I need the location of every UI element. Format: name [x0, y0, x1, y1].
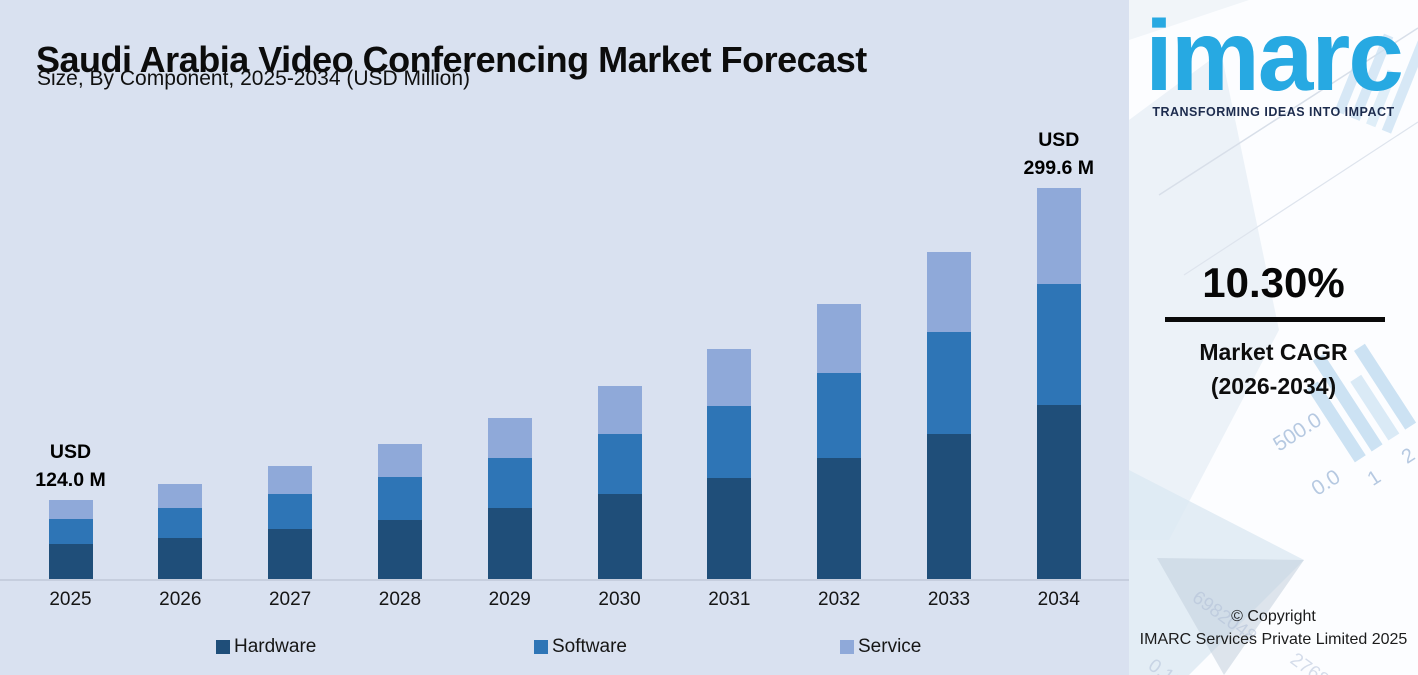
bar-segment-hardware-2032	[817, 457, 862, 580]
bar-2031	[707, 348, 752, 580]
x-axis-label-2029: 2029	[488, 589, 531, 610]
x-axis-label-2033: 2033	[927, 589, 971, 610]
bar-segment-software-2028	[377, 477, 422, 520]
legend-label-hardware: Hardware	[234, 636, 317, 657]
bar-segment-service-2031	[707, 348, 752, 407]
legend-swatch-service	[840, 640, 854, 654]
value-annotation-2025: USD 124.0 M	[35, 440, 106, 491]
watermark-number-3: 2768	[1286, 649, 1333, 675]
bar-segment-software-2034	[1036, 283, 1081, 406]
watermark-graphic: 500.0 0.0 1 2 3 4 6982048 0.134785714 27…	[1129, 0, 1418, 675]
bar-segment-service-2034	[1036, 188, 1081, 284]
x-axis-label-2025: 2025	[49, 589, 92, 610]
bar-2033	[926, 251, 971, 580]
x-axis-label-2031: 2031	[708, 589, 751, 610]
page-title: Saudi Arabia Video Conferencing Market F…	[36, 39, 867, 81]
legend-swatch-software	[534, 640, 548, 654]
copyright-line-1: © Copyright	[1231, 608, 1316, 625]
bar-segment-software-2031	[707, 406, 752, 478]
bar-2027	[268, 465, 313, 580]
x-axis-label-2026: 2026	[159, 589, 202, 610]
bar-segment-service-2032	[817, 304, 862, 373]
x-axis-label-2027: 2027	[268, 589, 312, 610]
bar-segment-hardware-2034	[1036, 405, 1081, 580]
bar-segment-hardware-2028	[377, 519, 422, 580]
x-axis-label-2034: 2034	[1037, 589, 1080, 610]
bar-2028	[377, 443, 422, 580]
x-axis-label-2030: 2030	[598, 589, 641, 610]
bar-segment-hardware-2033	[926, 433, 971, 580]
bar-segment-service-2029	[487, 417, 532, 458]
bar-segment-hardware-2030	[597, 494, 642, 580]
bar-segment-software-2030	[597, 434, 642, 495]
bar-2029	[487, 417, 532, 580]
cagr-divider	[1165, 317, 1385, 322]
cagr-value: 10.30%	[1202, 259, 1345, 306]
cagr-period: (2026-2034)	[1210, 373, 1337, 399]
x-axis-label-2032: 2032	[818, 589, 861, 610]
bar-segment-software-2029	[487, 457, 532, 508]
bar-2034	[1036, 188, 1081, 580]
imarc-logo-tagline: TRANSFORMING IDEAS INTO IMPACT	[1152, 105, 1395, 119]
bar-2026	[158, 484, 203, 580]
bar-segment-software-2032	[817, 372, 862, 458]
bar-segment-hardware-2026	[158, 537, 203, 580]
legend-label-service: Service	[858, 636, 922, 657]
cagr-label: Market CAGR	[1199, 339, 1348, 365]
bar-segment-hardware-2029	[487, 507, 532, 580]
bar-segment-software-2025	[48, 519, 93, 545]
bar-segment-hardware-2031	[707, 477, 752, 580]
copyright-notice: © Copyright IMARC Services Private Limit…	[1129, 605, 1418, 651]
x-axis-line	[0, 579, 1129, 581]
bar-segment-service-2026	[158, 484, 203, 508]
legend-item-hardware: Hardware	[216, 636, 317, 657]
bar-segment-hardware-2027	[268, 529, 313, 580]
imarc-logo-wordmark: imarc	[1145, 0, 1404, 112]
legend-item-software: Software	[534, 636, 627, 657]
legend-item-service: Service	[840, 636, 922, 657]
watermark-axis-max: 500.0	[1269, 408, 1326, 456]
bar-2025	[48, 499, 93, 580]
legend-swatch-hardware	[216, 640, 230, 654]
brand-panel: 500.0 0.0 1 2 3 4 6982048 0.134785714 27…	[1129, 0, 1418, 675]
bar-segment-service-2030	[597, 386, 642, 435]
bar-2030	[597, 386, 642, 580]
bar-segment-software-2033	[926, 331, 971, 434]
bar-segment-service-2028	[377, 443, 422, 478]
value-annotation-2034: USD 299.6 M	[1023, 129, 1095, 180]
bar-segment-service-2025	[48, 499, 93, 520]
legend-label-software: Software	[552, 636, 627, 657]
imarc-logo: imarc TRANSFORMING IDEAS INTO IMPACT	[1129, 0, 1418, 119]
bar-segment-software-2026	[158, 507, 203, 538]
x-axis-label-2028: 2028	[378, 589, 422, 610]
bar-segment-hardware-2025	[48, 544, 93, 580]
bar-segment-software-2027	[268, 494, 313, 530]
page-subtitle: Size, By Component, 2025-2034 (USD Milli…	[37, 67, 471, 90]
copyright-line-2: IMARC Services Private Limited 2025	[1139, 631, 1408, 648]
chart-panel: Saudi Arabia Video Conferencing Market F…	[0, 39, 1129, 657]
watermark-axis-min: 0.0	[1307, 465, 1344, 500]
bar-2032	[817, 304, 862, 580]
bar-segment-service-2033	[926, 251, 971, 332]
bar-segment-service-2027	[268, 465, 313, 495]
